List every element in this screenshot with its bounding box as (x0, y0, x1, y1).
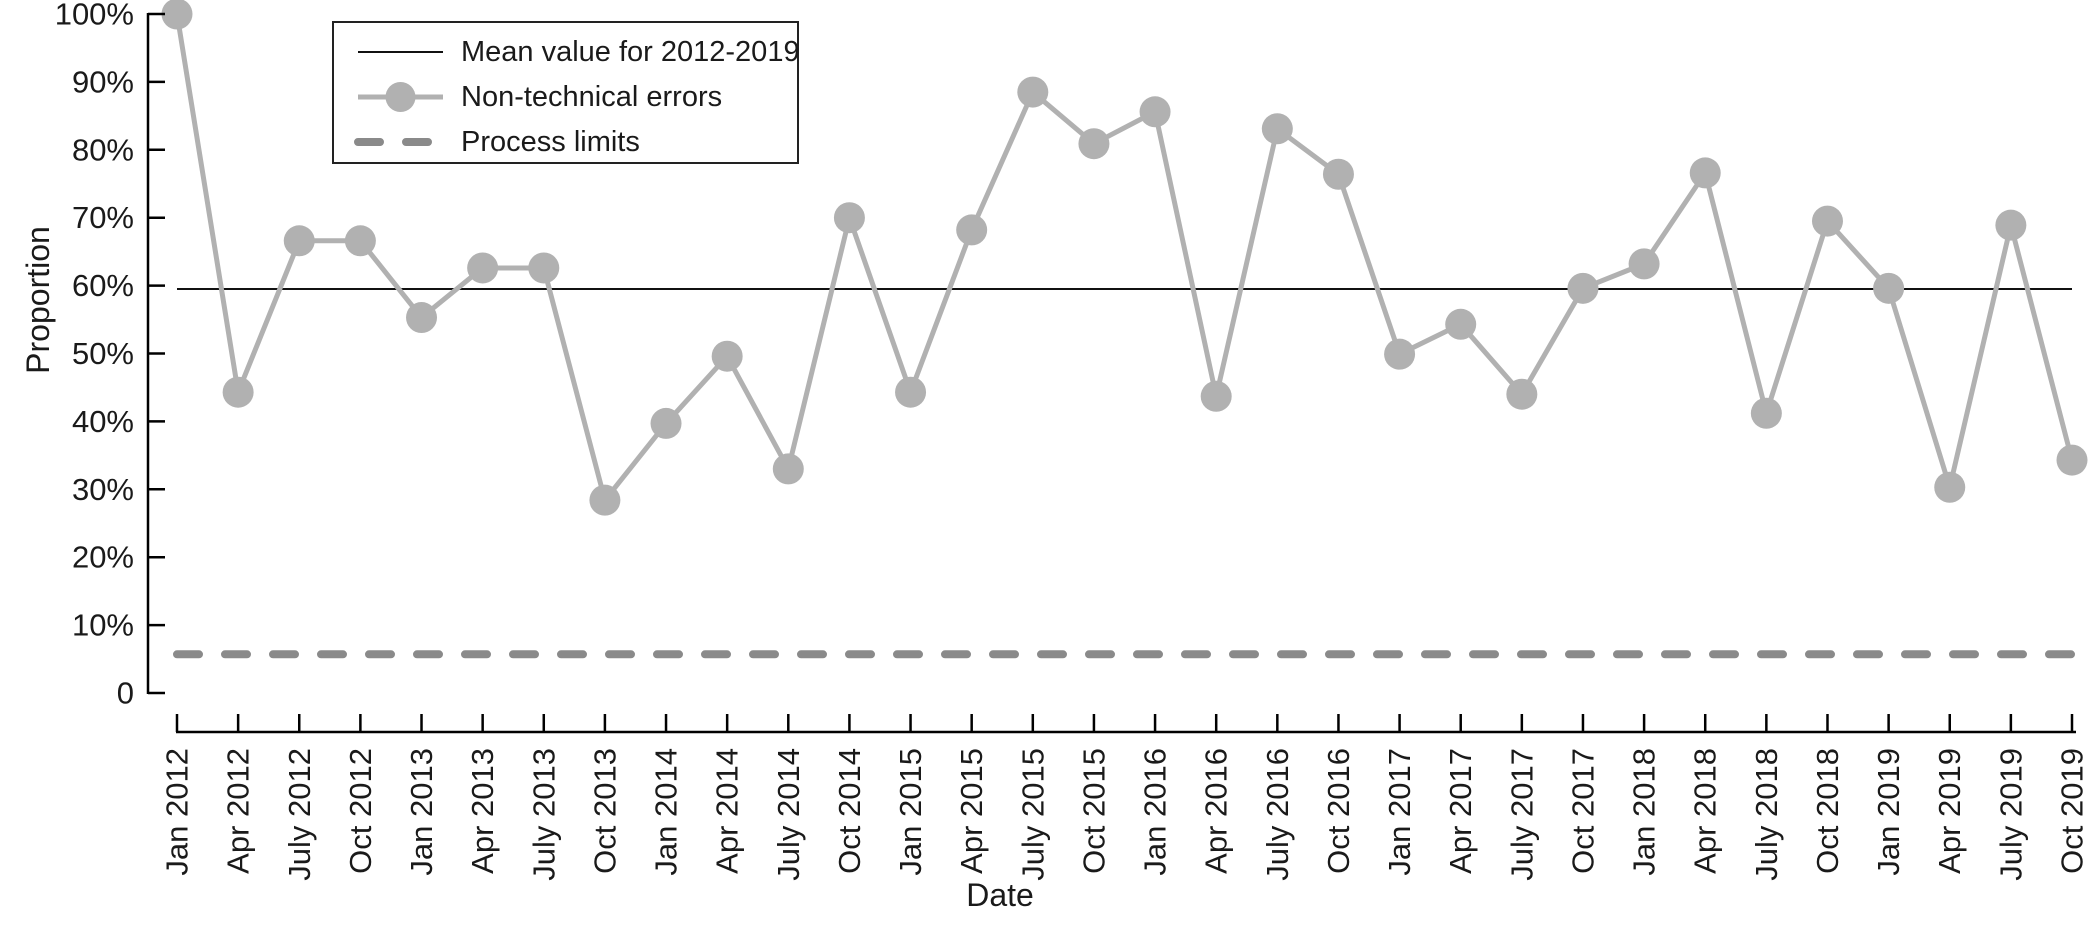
data-point-marker (833, 202, 865, 234)
legend: Mean value for 2012-2019 Non-technical er… (332, 21, 800, 164)
legend-label-limits: Process limits (461, 126, 640, 158)
x-tick-label: Oct 2017 (1565, 748, 1600, 874)
y-tick-label: 30% (72, 472, 134, 507)
x-tick-label: Oct 2015 (1076, 748, 1111, 874)
y-tick-label: 80% (72, 132, 134, 167)
x-tick-label: Jan 2014 (649, 748, 684, 876)
y-tick-label: 50% (72, 336, 134, 371)
data-point-marker (1384, 338, 1416, 370)
x-tick-label: Apr 2017 (1443, 748, 1478, 874)
data-point-marker (283, 225, 315, 257)
x-tick-label: Apr 2014 (710, 748, 745, 874)
data-point-marker (406, 302, 438, 334)
x-tick-label: July 2016 (1260, 748, 1295, 881)
x-tick-label: July 2017 (1504, 748, 1539, 881)
x-tick-label: Oct 2019 (2055, 748, 2090, 874)
x-tick-label: Oct 2014 (832, 748, 867, 874)
x-tick-label: July 2014 (771, 748, 806, 881)
legend-series-marker (385, 82, 416, 112)
data-point-marker (1078, 128, 1110, 160)
y-tick-label: 100% (55, 0, 134, 32)
y-axis-title: Proportion (20, 226, 56, 374)
data-point-marker (344, 225, 376, 257)
data-point-marker (528, 252, 560, 284)
data-point-marker (1995, 209, 2027, 241)
data-point-marker (222, 376, 254, 408)
x-tick-label: Apr 2013 (465, 748, 500, 874)
x-tick-label: Oct 2016 (1321, 748, 1356, 874)
x-tick-label: July 2019 (1993, 748, 2028, 881)
x-tick-label: July 2018 (1749, 748, 1784, 881)
data-point-marker (1567, 272, 1599, 304)
data-point-marker (650, 407, 682, 439)
data-point-marker (1811, 205, 1843, 237)
y-tick-label: 40% (72, 404, 134, 439)
legend-label-series: Non-technical errors (461, 81, 722, 113)
data-point-marker (1506, 378, 1538, 410)
x-tick-label: Jan 2018 (1627, 748, 1662, 876)
x-tick-label: Jan 2017 (1382, 748, 1417, 876)
data-point-marker (1445, 308, 1477, 340)
y-tick-label: 90% (72, 64, 134, 99)
x-tick-label: July 2012 (282, 748, 317, 881)
x-tick-label: July 2015 (1015, 748, 1050, 881)
data-point-marker (467, 252, 499, 284)
data-point-marker (161, 0, 193, 30)
x-axis: Jan 2012 Apr 2012 July 2012 Oct 2012 Jan 201… (160, 714, 2090, 913)
data-point-marker (1689, 157, 1721, 189)
data-point-marker (956, 214, 988, 246)
x-tick-label: Jan 2015 (893, 748, 928, 876)
y-tick-label: 60% (72, 268, 134, 303)
data-point-marker (1017, 76, 1049, 108)
x-tick-label: Apr 2015 (954, 748, 989, 874)
data-point-marker (1200, 380, 1232, 412)
data-point-marker (1628, 248, 1660, 280)
x-tick-label: July 2013 (526, 748, 561, 881)
data-point-marker (1261, 113, 1293, 145)
x-tick-label: Jan 2012 (160, 748, 195, 876)
data-point-marker (1750, 397, 1782, 429)
y-tick-label: 0 (117, 676, 134, 711)
data-point-marker (772, 453, 804, 485)
data-point-marker (2056, 444, 2088, 476)
y-axis: 0 10% 20% 30% 40% 50% 60% 70% 80% 90% 100% Proporti… (20, 0, 165, 711)
x-tick-label: Apr 2019 (1932, 748, 1967, 874)
data-point-marker (1873, 272, 1905, 304)
x-tick-label: Oct 2018 (1810, 748, 1845, 874)
data-point-marker (711, 340, 743, 372)
x-tick-label: Jan 2019 (1871, 748, 1906, 876)
x-tick-label: Oct 2013 (587, 748, 622, 874)
y-tick-label: 70% (72, 200, 134, 235)
y-tick-label: 10% (72, 608, 134, 643)
data-point-marker (895, 376, 927, 408)
x-axis-title: Date (966, 877, 1034, 913)
data-point-marker (1139, 96, 1171, 128)
x-tick-label: Apr 2016 (1199, 748, 1234, 874)
x-tick-label: Apr 2012 (221, 748, 256, 874)
data-point-marker (1322, 158, 1354, 190)
series-markers (161, 0, 2088, 516)
data-point-marker (1934, 471, 1966, 503)
x-tick-label: Oct 2012 (343, 748, 378, 874)
legend-label-mean: Mean value for 2012-2019 (461, 36, 800, 68)
y-tick-label: 20% (72, 540, 134, 575)
x-tick-label: Apr 2018 (1688, 748, 1723, 874)
data-point-marker (589, 484, 621, 516)
x-tick-label: Jan 2013 (404, 748, 439, 876)
x-tick-label: Jan 2016 (1138, 748, 1173, 876)
